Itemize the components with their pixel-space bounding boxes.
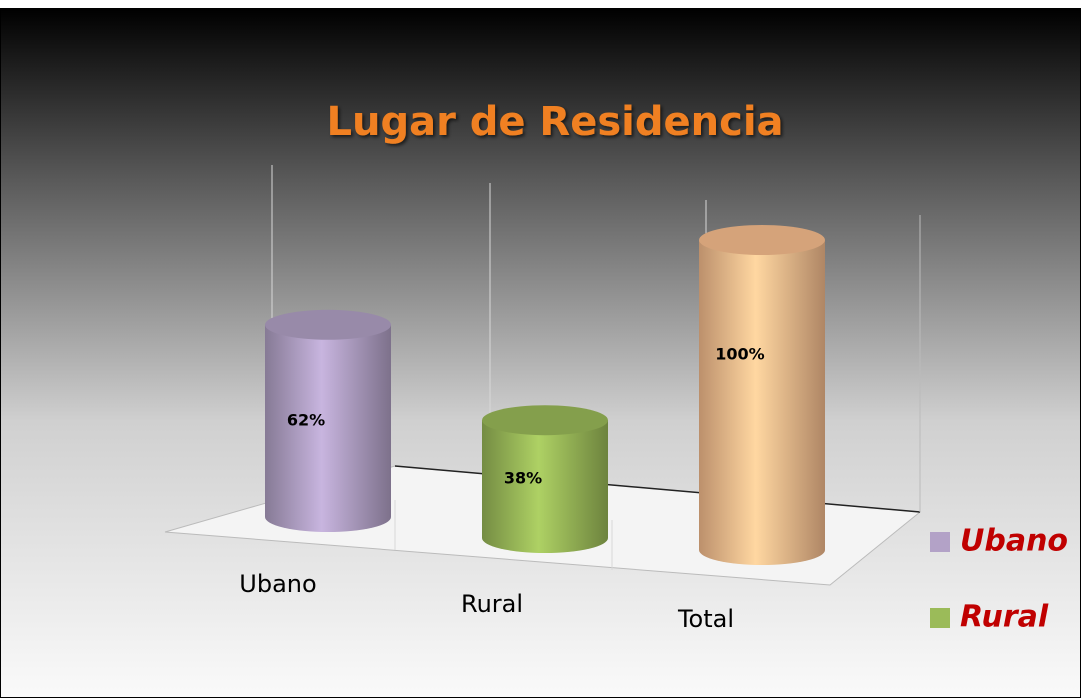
bar-top: [699, 225, 825, 255]
legend-label: Rural: [960, 600, 1049, 635]
x-tick-label: Rural: [461, 590, 523, 618]
legend-label: Ubano: [960, 524, 1068, 559]
bar: [699, 240, 825, 565]
bar: [265, 324, 391, 532]
legend-swatch: [930, 532, 950, 552]
bar: [482, 420, 608, 553]
data-label: 38%: [504, 469, 542, 488]
data-label: 100%: [715, 345, 764, 364]
background: [0, 8, 1081, 698]
chart-title: Lugar de Residencia: [326, 99, 783, 145]
bar-top: [482, 405, 608, 436]
x-tick-label: Ubano: [239, 570, 316, 598]
bar-top: [265, 309, 391, 340]
data-label: 62%: [287, 410, 325, 429]
legend-swatch: [930, 608, 950, 628]
x-tick-label: Total: [677, 605, 734, 633]
